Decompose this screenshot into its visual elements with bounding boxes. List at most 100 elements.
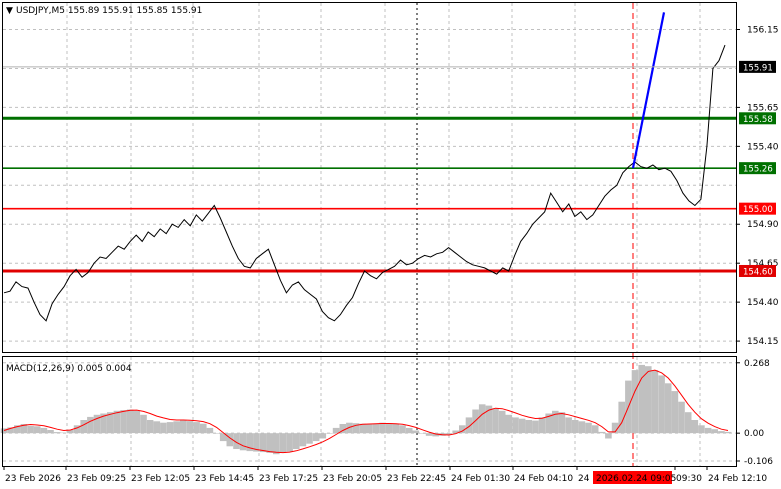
- macd-tick-label: 0.268: [744, 359, 770, 369]
- macd-bar: [571, 420, 579, 434]
- current-price-tag-bg: [739, 60, 776, 73]
- time-tick-label: 24: [578, 474, 590, 484]
- level-tag: 155.58: [743, 115, 773, 125]
- macd-bar: [724, 431, 732, 434]
- macd-bar: [352, 423, 360, 434]
- macd-bar: [605, 433, 612, 439]
- macd-bar: [585, 422, 592, 434]
- macd-bar: [166, 422, 174, 434]
- macd-bar: [366, 424, 373, 434]
- price-panel: ▼ USDJPY,M5 155.89 155.91 155.85 155.91: [6, 6, 202, 16]
- macd-bar: [80, 420, 87, 434]
- macd-bar: [664, 383, 672, 434]
- macd-bar: [100, 413, 107, 434]
- price-line: [3, 44, 726, 322]
- trend-line: [631, 12, 666, 169]
- crosshair-time-label: 2026.02.24 09:05: [596, 474, 676, 484]
- level-tag: 155.00: [743, 205, 773, 215]
- macd-bar: [645, 366, 652, 434]
- macd-bar: [180, 420, 187, 434]
- macd-bar: [691, 420, 699, 434]
- price-tick-label: 154.40: [747, 298, 779, 308]
- macd-bar: [326, 433, 333, 434]
- macd-bar: [711, 429, 718, 434]
- macd-bar: [60, 432, 68, 434]
- macd-tick-label: -0.106: [744, 457, 773, 467]
- time-axis: 23 Feb 2026 23 Feb 09:25 23 Feb 12:05 23 Fe…: [3, 466, 767, 484]
- price-levels: [3, 116, 736, 273]
- time-tick-label: 24 Feb 12:10: [708, 474, 767, 484]
- macd-bar: [459, 425, 466, 434]
- macd-bar: [47, 430, 54, 434]
- level-tag-bg: [739, 264, 776, 277]
- macd-bar: [525, 420, 532, 434]
- macd-bar: [293, 433, 300, 449]
- macd-bar: [671, 391, 679, 434]
- macd-bar: [598, 431, 606, 434]
- macd-bar: [332, 427, 340, 434]
- time-tick-label: 23 Feb 2026: [5, 474, 61, 484]
- time-tick-label: 23 Feb 14:45: [195, 474, 254, 484]
- macd-bar: [246, 433, 254, 452]
- level-tag-bg: [739, 112, 776, 125]
- macd-bar: [618, 401, 625, 434]
- level-tag-bg: [739, 162, 776, 175]
- macd-bar: [140, 414, 147, 434]
- macd-tick-label: 0.00: [744, 429, 764, 439]
- macd-bar: [339, 424, 347, 434]
- macd-label: MACD(12,26,9) 0.005 0.004: [6, 364, 132, 374]
- macd-bar: [452, 430, 459, 434]
- macd-bar: [14, 425, 21, 434]
- level-tag: 155.26: [743, 165, 773, 175]
- macd-bar: [445, 433, 453, 435]
- macd-bar: [658, 375, 665, 434]
- macd-bar: [126, 409, 134, 434]
- macd-bar: [273, 433, 280, 455]
- macd-bar: [7, 427, 14, 434]
- macd-bar: [545, 413, 552, 434]
- macd-bar: [498, 410, 506, 434]
- macd-frame: [2, 356, 737, 467]
- macd-histogram: [0, 364, 732, 455]
- macd-bar: [73, 425, 81, 434]
- current-price-tag: 155.91: [743, 63, 773, 73]
- time-tick-label: 23 Feb 12:05: [131, 474, 190, 484]
- macd-bar: [412, 430, 420, 434]
- price-tick-label: 154.15: [747, 337, 779, 347]
- macd-bar: [253, 433, 260, 452]
- macd-bar: [684, 412, 692, 434]
- macd-bar: [20, 424, 28, 434]
- macd-bar: [319, 433, 327, 439]
- macd-bar: [93, 414, 101, 434]
- macd-bar: [611, 422, 619, 434]
- macd-bar: [113, 410, 121, 434]
- macd-bar: [379, 422, 386, 434]
- level-tag-bg: [739, 202, 776, 215]
- time-tick-label: 23 Feb 22:45: [387, 474, 446, 484]
- macd-bar: [306, 433, 313, 444]
- macd-bar: [565, 417, 572, 434]
- price-frame: [2, 2, 737, 353]
- macd-bar: [578, 421, 586, 434]
- macd-bar: [299, 433, 307, 447]
- macd-bar: [219, 433, 227, 442]
- macd-bar: [518, 418, 526, 434]
- level-tag: 154.60: [743, 267, 773, 277]
- macd-bar: [286, 433, 293, 452]
- macd-bar: [186, 421, 194, 434]
- macd-bar: [87, 416, 94, 434]
- macd-bar: [718, 431, 725, 434]
- price-tick-label: 155.65: [747, 103, 779, 113]
- macd-bar: [153, 421, 161, 434]
- macd-bar: [512, 417, 519, 434]
- grid: [3, 3, 736, 466]
- macd-bar: [591, 425, 599, 434]
- price-tick-label: 154.90: [747, 220, 779, 230]
- macd-bar: [27, 425, 34, 434]
- time-tick-label: 09:30: [676, 474, 702, 484]
- macd-bar: [67, 430, 74, 434]
- macd-signal-line: [3, 369, 729, 454]
- time-tick-label: 24 Feb 04:10: [514, 474, 573, 484]
- macd-bar: [631, 370, 639, 434]
